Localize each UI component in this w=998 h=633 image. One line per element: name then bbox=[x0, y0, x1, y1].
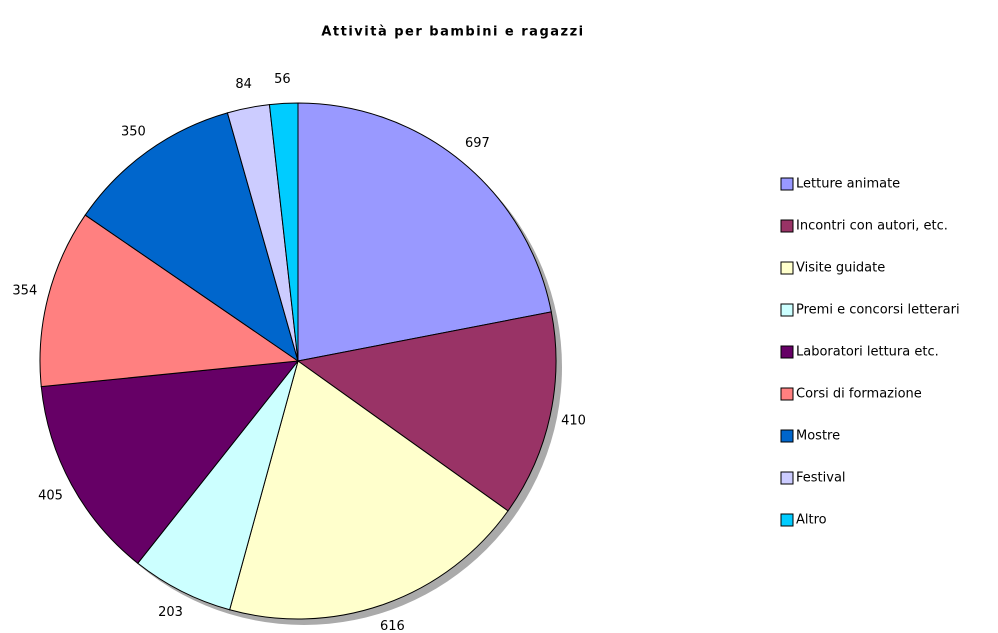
pie-slice bbox=[39, 214, 300, 388]
legend-swatch bbox=[780, 219, 794, 233]
chart-title: Attività per bambini e ragazzi bbox=[321, 25, 584, 40]
legend-label: Incontri con autori, etc. bbox=[796, 219, 948, 234]
data-label: 616 bbox=[380, 619, 405, 633]
legend-swatch bbox=[780, 261, 794, 275]
data-label: 354 bbox=[12, 284, 37, 299]
legend-swatch bbox=[780, 345, 794, 359]
data-label: 410 bbox=[561, 413, 586, 428]
legend-swatch bbox=[780, 471, 794, 485]
legend-swatch bbox=[780, 177, 794, 191]
pie-slice bbox=[229, 360, 509, 620]
legend-swatch bbox=[780, 303, 794, 317]
data-label: 405 bbox=[38, 489, 63, 504]
pie-slice bbox=[268, 102, 299, 362]
data-label: 56 bbox=[274, 72, 291, 87]
pie-slice bbox=[297, 102, 552, 362]
data-label: 697 bbox=[465, 136, 490, 151]
legend-label: Visite guidate bbox=[796, 261, 885, 276]
legend-label: Festival bbox=[796, 471, 846, 486]
legend-label: Altro bbox=[796, 513, 827, 528]
legend-label: Mostre bbox=[796, 429, 840, 444]
data-label: 84 bbox=[235, 77, 252, 92]
legend-label: Letture animate bbox=[796, 177, 900, 192]
pie-slice bbox=[296, 311, 557, 512]
legend-label: Laboratori lettura etc. bbox=[796, 345, 939, 360]
data-label: 350 bbox=[121, 125, 146, 140]
pie-slice bbox=[40, 360, 300, 564]
legend-swatch bbox=[780, 513, 794, 527]
legend-swatch bbox=[780, 429, 794, 443]
legend-swatch bbox=[780, 387, 794, 401]
legend-label: Corsi di formazione bbox=[796, 387, 922, 402]
legend-label: Premi e concorsi letterari bbox=[796, 303, 960, 318]
data-label: 203 bbox=[158, 605, 183, 620]
